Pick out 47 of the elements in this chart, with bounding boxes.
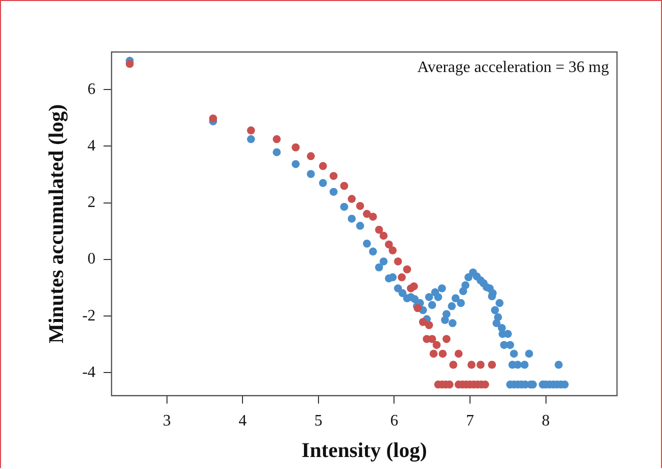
point bbox=[394, 257, 402, 266]
x-tick-label: 5 bbox=[314, 412, 322, 430]
point bbox=[340, 182, 348, 190]
point bbox=[368, 212, 377, 221]
x-tick-label: 3 bbox=[162, 412, 171, 430]
point bbox=[318, 162, 327, 170]
point bbox=[442, 334, 450, 343]
x-tick-label: 6 bbox=[390, 412, 398, 430]
point bbox=[348, 194, 356, 203]
point bbox=[410, 282, 418, 290]
point bbox=[430, 350, 438, 358]
y-tick-label: 0 bbox=[88, 250, 96, 268]
point bbox=[209, 114, 218, 123]
y-tick-label: -2 bbox=[82, 307, 96, 324]
point bbox=[476, 360, 485, 369]
y-tick-label: 2 bbox=[88, 194, 96, 212]
point bbox=[438, 350, 447, 358]
point bbox=[388, 246, 397, 254]
point bbox=[403, 265, 412, 274]
y-tick-label: 4 bbox=[88, 137, 96, 154]
point bbox=[418, 318, 427, 326]
y-tick-label: 6 bbox=[88, 80, 96, 98]
y-axis-title: Minutes accumulated (log) bbox=[44, 104, 68, 344]
point bbox=[380, 232, 388, 240]
x-tick-label: 7 bbox=[466, 412, 474, 430]
x-tick-label: 8 bbox=[542, 412, 550, 430]
point bbox=[425, 321, 434, 330]
point bbox=[454, 350, 463, 358]
point bbox=[384, 240, 393, 248]
point bbox=[246, 126, 255, 134]
point bbox=[449, 360, 458, 369]
point bbox=[356, 202, 364, 210]
point bbox=[398, 273, 406, 282]
y-tick-label: -4 bbox=[82, 364, 96, 381]
point bbox=[272, 135, 281, 144]
point bbox=[330, 172, 338, 180]
point bbox=[306, 152, 315, 160]
x-axis-title: Intensity (log) bbox=[302, 438, 427, 462]
point bbox=[292, 143, 300, 152]
point bbox=[488, 360, 496, 369]
annotation: Average acceleration = 36 mg bbox=[417, 59, 609, 76]
point bbox=[126, 60, 134, 68]
point bbox=[375, 226, 384, 234]
x-tick-label: 4 bbox=[238, 412, 247, 430]
point bbox=[362, 210, 371, 218]
point bbox=[432, 340, 441, 349]
point bbox=[467, 360, 476, 369]
